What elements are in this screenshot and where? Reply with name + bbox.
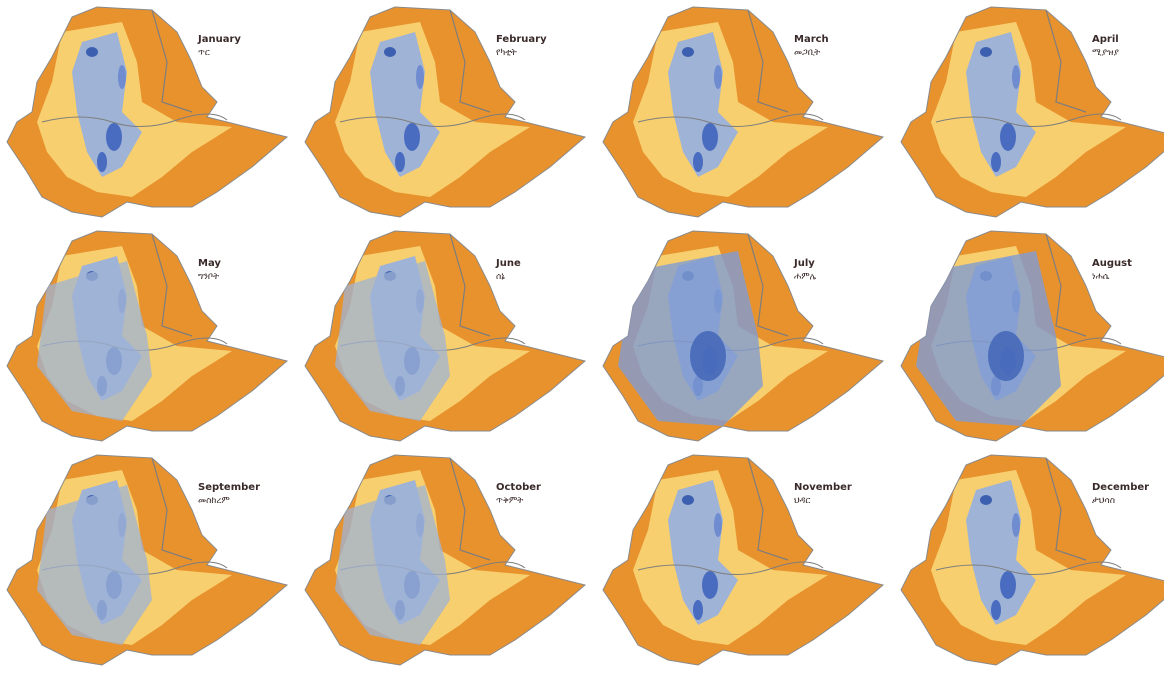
month-label-amharic: መጋቢት [794, 48, 820, 58]
month-label-amharic: ነሐሴ [1092, 272, 1110, 282]
map-grid: January ጥር February የካቲት March መጋቢት April ሚያዝያ M… [0, 0, 1164, 673]
month-label: March [794, 34, 829, 45]
map-panel: May ግንቦት [7, 231, 287, 441]
map-panel: August ነሐሴ [901, 231, 1164, 441]
month-label-amharic: የካቲት [496, 48, 517, 58]
month-label-amharic: ሐምሌ [794, 272, 817, 282]
month-label-amharic: ህዳር [794, 496, 810, 506]
map-panel: June ሰኔ [305, 231, 585, 441]
month-label: July [793, 258, 815, 269]
month-label: May [198, 258, 221, 269]
map-panel: April ሚያዝያ [901, 7, 1164, 217]
map-panel: July ሐምሌ [603, 231, 883, 441]
month-label: September [198, 482, 260, 493]
month-label-amharic: ታህሳስ [1092, 496, 1115, 506]
map-panel: January ጥር [7, 7, 287, 217]
map-panel: October ጥቅምት [305, 455, 585, 665]
month-label-amharic: ግንቦት [198, 272, 219, 282]
month-label: January [197, 34, 241, 45]
month-label-amharic: መስከረም [198, 496, 230, 506]
map-panel: March መጋቢት [603, 7, 883, 217]
month-label: February [496, 34, 547, 45]
ethiopia-map [901, 7, 1164, 217]
map-panel: February የካቲት [305, 7, 585, 217]
map-panel: December ታህሳስ [901, 455, 1164, 665]
map-panel: September መስከረም [7, 455, 287, 665]
ethiopia-map [7, 7, 287, 217]
month-label-amharic: ሰኔ [496, 272, 505, 282]
month-label: October [496, 482, 541, 493]
month-label: April [1092, 34, 1119, 45]
month-label: June [495, 258, 521, 269]
map-panel: November ህዳር [603, 455, 883, 665]
month-label: November [794, 482, 852, 493]
month-label-amharic: ሚያዝያ [1092, 48, 1120, 58]
month-label: August [1092, 258, 1132, 269]
ethiopia-map [603, 7, 883, 217]
month-label-amharic: ጥቅምት [496, 496, 523, 506]
month-label-amharic: ጥር [198, 48, 210, 58]
month-label: December [1092, 482, 1149, 493]
